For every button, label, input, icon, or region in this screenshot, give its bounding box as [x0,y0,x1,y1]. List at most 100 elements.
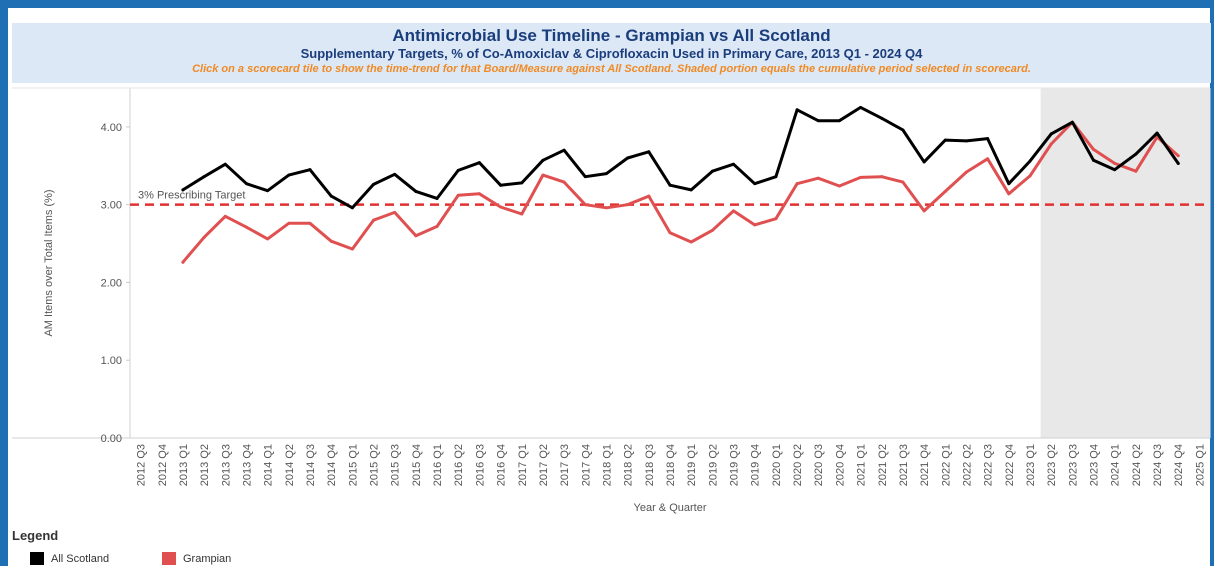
data-point-grampian [244,225,248,229]
x-tick-label: 2023 Q2 [1046,444,1058,486]
x-tick-label: 2019 Q1 [686,444,698,486]
data-point-grampian [414,234,418,238]
data-point-grampian [287,221,291,225]
data-point-grampian [1007,192,1011,196]
data-point-grampian [477,192,481,196]
data-point-all-scotland [647,150,651,154]
x-tick-label: 2016 Q2 [453,444,465,486]
x-tick-label: 2024 Q4 [1173,444,1185,486]
x-tick-label: 2024 Q3 [1152,444,1164,486]
data-point-grampian [689,240,693,244]
x-tick-label: 2012 Q3 [136,444,148,486]
x-tick-label: 2023 Q4 [1089,444,1101,486]
x-tick-label: 2020 Q3 [813,444,825,486]
legend-item-grampian[interactable]: Grampian [162,552,231,565]
series-line-grampian [181,120,1180,264]
x-tick-label: 2022 Q3 [983,444,995,486]
line-chart[interactable]: 0.00 1.00 2.00 3.00 4.00 AM Items over Total … [0,0,1214,520]
x-tick-label: 2016 Q3 [474,444,486,486]
y-tick-label: 2.00 [101,277,122,289]
data-point-grampian [710,228,714,232]
data-point-all-scotland [1092,158,1096,162]
chart-header: Antimicrobial Use Timeline - Grampian vs… [12,23,1211,83]
data-point-all-scotland [816,119,820,123]
data-point-all-scotland [626,156,630,160]
data-point-all-scotland [964,139,968,143]
x-tick-label: 2016 Q1 [432,444,444,486]
x-tick-label: 2021 Q4 [919,444,931,486]
legend-title: Legend [12,528,59,543]
x-tick-label: 2023 Q3 [1067,444,1079,486]
data-point-all-scotland [308,168,312,172]
x-tick-label: 2017 Q3 [559,444,571,486]
data-point-all-scotland [774,175,778,179]
y-axis-label: AM Items over Total Items (%) [43,189,55,336]
data-point-all-scotland [986,137,990,141]
data-point-grampian [223,214,227,218]
x-tick-label: 2020 Q2 [792,444,804,486]
x-tick-label: 2025 Q1 [1194,444,1206,486]
data-point-grampian [562,180,566,184]
legend-label-grampian: Grampian [183,552,232,565]
data-point-all-scotland [943,138,947,142]
data-point-grampian [202,235,206,239]
x-tick-label: 2013 Q2 [199,444,211,486]
x-tick-label: 2017 Q4 [580,444,592,486]
chart-instruction-note: Click on a scorecard tile to show the ti… [192,63,1031,75]
data-point-grampian [1134,169,1138,173]
data-point-all-scotland [710,169,714,173]
x-tick-label: 2018 Q3 [644,444,656,486]
legend-label-all-scotland: All Scotland [51,552,110,565]
data-point-grampian [499,205,503,209]
data-point-grampian [329,239,333,243]
x-tick-label: 2022 Q2 [961,444,973,486]
data-point-grampian [774,217,778,221]
x-tick-label: 2015 Q1 [347,444,359,486]
x-tick-label: 2015 Q3 [390,444,402,486]
data-point-all-scotland [880,116,884,120]
x-tick-label: 2015 Q2 [369,444,381,486]
data-point-grampian [181,260,185,264]
data-point-all-scotland [1113,168,1117,172]
data-point-all-scotland [604,172,608,176]
chart-subtitle: Supplementary Targets, % of Co-Amoxiclav… [300,46,923,61]
x-axis-label: Year & Quarter [634,502,707,514]
data-point-grampian [626,203,630,207]
data-point-grampian [837,184,841,188]
data-point-grampian [266,237,270,241]
data-point-grampian [604,206,608,210]
data-point-all-scotland [414,189,418,193]
x-tick-label: 2014 Q1 [263,444,275,486]
data-point-grampian [647,194,651,198]
data-point-grampian [753,223,757,227]
data-point-all-scotland [393,172,397,176]
data-point-all-scotland [1028,159,1032,163]
data-point-grampian [880,175,884,179]
data-point-all-scotland [499,183,503,187]
y-tick-label: 4.00 [101,122,122,134]
data-point-all-scotland [520,181,524,185]
data-point-all-scotland [287,173,291,177]
x-tick-label: 2022 Q4 [1004,444,1016,486]
x-tick-label: 2018 Q1 [601,444,613,486]
data-point-all-scotland [859,105,863,109]
selected-period-shading [1040,88,1210,438]
x-tick-label: 2018 Q4 [665,444,677,486]
data-point-grampian [901,180,905,184]
data-point-grampian [859,175,863,179]
data-point-grampian [1113,161,1117,165]
data-point-grampian [986,157,990,161]
series-line-all-scotland [181,105,1180,210]
x-tick-label: 2017 Q1 [517,444,529,486]
data-point-grampian [541,173,545,177]
data-point-grampian [393,210,397,214]
legend-item-all-scotland[interactable]: All Scotland [30,552,109,565]
x-tick-label: 2015 Q4 [411,444,423,486]
x-tick-label: 2020 Q4 [834,444,846,486]
data-point-grampian [964,170,968,174]
data-point-all-scotland [583,175,587,179]
x-tick-label: 2020 Q1 [771,444,783,486]
x-tick-label: 2021 Q2 [877,444,889,486]
x-tick-label: 2012 Q4 [157,444,169,486]
data-point-all-scotland [1070,120,1074,124]
